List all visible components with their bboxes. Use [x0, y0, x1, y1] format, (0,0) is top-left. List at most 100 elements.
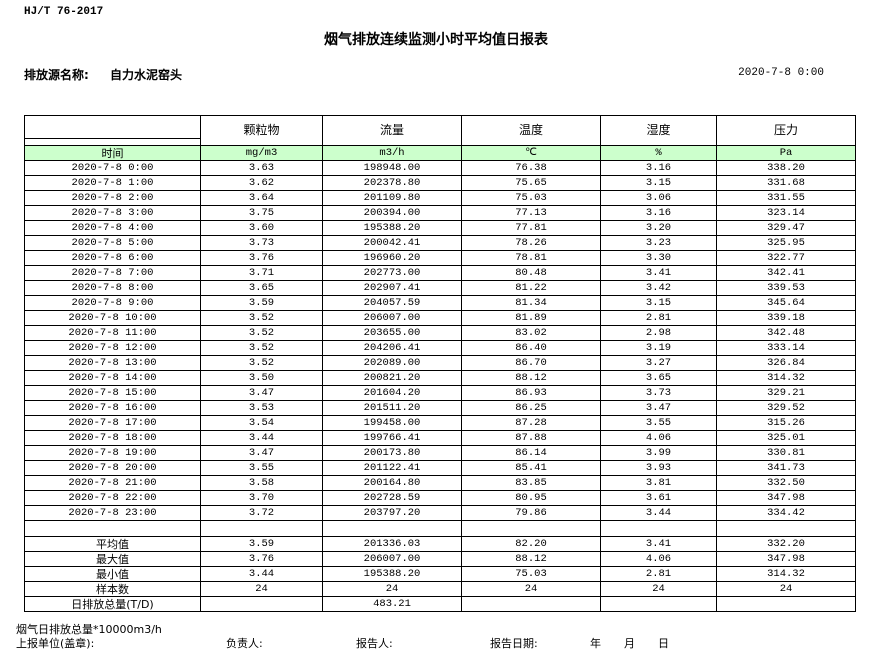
- value-cell: 314.32: [716, 566, 856, 582]
- value-cell: 81.34: [461, 295, 601, 311]
- value-cell: 3.72: [200, 505, 323, 521]
- value-cell: 3.62: [200, 175, 323, 191]
- unit-cell: mg/m3: [200, 145, 323, 161]
- value-cell: 3.61: [600, 490, 717, 506]
- row-label: 2020-7-8 0:00: [24, 160, 201, 176]
- value-cell: 325.01: [716, 430, 856, 446]
- value-cell: 3.65: [600, 370, 717, 386]
- value-cell: 80.48: [461, 265, 601, 281]
- unit-cell: %: [600, 145, 717, 161]
- value-cell: 3.76: [200, 551, 323, 567]
- manager-label: 负责人:: [226, 637, 263, 650]
- row-label: 2020-7-8 11:00: [24, 325, 201, 341]
- value-cell: 333.14: [716, 340, 856, 356]
- value-cell: 3.19: [600, 340, 717, 356]
- value-cell: 314.32: [716, 370, 856, 386]
- blank-row: [24, 520, 856, 537]
- value-cell: 203655.00: [322, 325, 462, 341]
- unit-cell: Pa: [716, 145, 856, 161]
- value-cell: 3.59: [200, 536, 323, 552]
- table-row: 2020-7-8 3:00 3.75 200394.00 77.13 3.16 323.1…: [24, 205, 856, 221]
- value-cell: 329.47: [716, 220, 856, 236]
- value-cell: 3.76: [200, 250, 323, 266]
- value-cell: 81.22: [461, 280, 601, 296]
- month-label: 月: [624, 637, 635, 650]
- value-cell: 315.26: [716, 415, 856, 431]
- table-row: 2020-7-8 14:00 3.50 200821.20 88.12 3.65 314.…: [24, 370, 856, 386]
- value-cell: 4.06: [600, 551, 717, 567]
- value-cell: 2.81: [600, 566, 717, 582]
- row-label: 2020-7-8 19:00: [24, 445, 201, 461]
- day-label: 日: [658, 637, 669, 650]
- table-row: 2020-7-8 6:00 3.76 196960.20 78.81 3.30 322.7…: [24, 250, 856, 266]
- value-cell: 83.85: [461, 475, 601, 491]
- unit-cell: ℃: [461, 145, 601, 161]
- value-cell: 3.47: [600, 400, 717, 416]
- value-cell: 3.16: [600, 160, 717, 176]
- row-label: 2020-7-8 18:00: [24, 430, 201, 446]
- value-cell: 75.65: [461, 175, 601, 191]
- value-cell: 200164.80: [322, 475, 462, 491]
- value-cell: 202728.59: [322, 490, 462, 506]
- column-header: 温度: [461, 115, 601, 146]
- value-cell: 329.52: [716, 400, 856, 416]
- unit-cell: m3/h: [322, 145, 462, 161]
- value-cell: 4.06: [600, 430, 717, 446]
- table-row: 2020-7-8 15:00 3.47 201604.20 86.93 3.73 329.…: [24, 385, 856, 401]
- row-label: 最小值: [24, 566, 201, 582]
- value-cell: [600, 596, 717, 612]
- value-cell: 3.70: [200, 490, 323, 506]
- value-cell: [461, 596, 601, 612]
- value-cell: 2.81: [600, 310, 717, 326]
- table-row: 2020-7-8 9:00 3.59 204057.59 81.34 3.15 345.6…: [24, 295, 856, 311]
- value-cell: 330.81: [716, 445, 856, 461]
- units-row: 时间 mg/m3 m3/h ℃ % Pa: [24, 145, 856, 161]
- value-cell: 3.99: [600, 445, 717, 461]
- empty-cell: [461, 520, 601, 537]
- row-label: 2020-7-8 23:00: [24, 505, 201, 521]
- table-row: 2020-7-8 21:00 3.58 200164.80 83.85 3.81 332.…: [24, 475, 856, 491]
- report-table: 颗粒物 流量 温度 湿度 压力 时间 mg/m3 m3/h ℃ % Pa 202…: [24, 115, 856, 612]
- value-cell: 201109.80: [322, 190, 462, 206]
- value-cell: 345.64: [716, 295, 856, 311]
- row-label: 2020-7-8 20:00: [24, 460, 201, 476]
- value-cell: 3.47: [200, 385, 323, 401]
- value-cell: 3.63: [200, 160, 323, 176]
- value-cell: 200394.00: [322, 205, 462, 221]
- value-cell: 86.40: [461, 340, 601, 356]
- value-cell: 3.30: [600, 250, 717, 266]
- value-cell: 77.81: [461, 220, 601, 236]
- value-cell: 203797.20: [322, 505, 462, 521]
- row-label: 2020-7-8 16:00: [24, 400, 201, 416]
- table-row: 2020-7-8 4:00 3.60 195388.20 77.81 3.20 329.4…: [24, 220, 856, 236]
- row-label: 日排放总量(T/D): [24, 596, 201, 612]
- row-label: 2020-7-8 17:00: [24, 415, 201, 431]
- value-cell: 3.75: [200, 205, 323, 221]
- table-row: 2020-7-8 1:00 3.62 202378.80 75.65 3.15 331.6…: [24, 175, 856, 191]
- value-cell: 86.70: [461, 355, 601, 371]
- value-cell: 3.15: [600, 175, 717, 191]
- source-label: 排放源名称:: [24, 68, 89, 82]
- value-cell: 3.65: [200, 280, 323, 296]
- table-row: 2020-7-8 7:00 3.71 202773.00 80.48 3.41 342.4…: [24, 265, 856, 281]
- value-cell: 334.42: [716, 505, 856, 521]
- value-cell: 200821.20: [322, 370, 462, 386]
- value-cell: 325.95: [716, 235, 856, 251]
- value-cell: 3.52: [200, 340, 323, 356]
- value-cell: 3.52: [200, 325, 323, 341]
- value-cell: 3.73: [200, 235, 323, 251]
- value-cell: 331.68: [716, 175, 856, 191]
- value-cell: 3.53: [200, 400, 323, 416]
- value-cell: 3.55: [200, 460, 323, 476]
- value-cell: 3.64: [200, 190, 323, 206]
- value-cell: 3.81: [600, 475, 717, 491]
- empty-cell: [322, 520, 462, 537]
- table-row: 2020-7-8 8:00 3.65 202907.41 81.22 3.42 339.5…: [24, 280, 856, 296]
- value-cell: 347.98: [716, 551, 856, 567]
- empty-cell: [24, 520, 201, 537]
- value-cell: 3.50: [200, 370, 323, 386]
- value-cell: 78.81: [461, 250, 601, 266]
- value-cell: 202378.80: [322, 175, 462, 191]
- row-label: 2020-7-8 22:00: [24, 490, 201, 506]
- row-label: 2020-7-8 6:00: [24, 250, 201, 266]
